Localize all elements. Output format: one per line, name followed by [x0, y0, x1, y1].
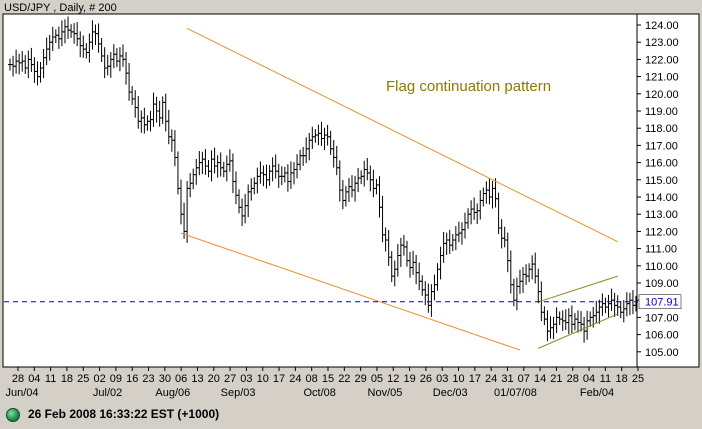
x-day-label: 08 [306, 373, 318, 385]
x-day-label: 16 [126, 373, 138, 385]
x-day-label: 30 [159, 373, 171, 385]
x-day-label: 03 [436, 373, 448, 385]
x-day-label: 07 [518, 373, 530, 385]
y-tick-label: 110.00 [645, 261, 678, 273]
x-month-label: 01/07/08 [494, 387, 537, 399]
x-day-label: 19 [403, 373, 415, 385]
x-day-label: 29 [355, 373, 367, 385]
x-day-label: 20 [208, 373, 220, 385]
x-month-label: Oct/08 [303, 387, 335, 399]
x-day-label: 10 [452, 373, 464, 385]
price-bars [8, 16, 638, 343]
price-chart[interactable]: USD/JPY , Daily, # 200 Flag continuation… [0, 0, 702, 400]
x-day-label: 22 [338, 373, 350, 385]
x-day-label: 11 [45, 373, 56, 385]
x-day-label: 11 [600, 373, 611, 385]
current-price-label: 107.91 [645, 297, 679, 309]
x-day-label: 26 [420, 373, 432, 385]
y-tick-label: 119.00 [645, 106, 678, 118]
x-day-label: 25 [77, 373, 89, 385]
x-day-label: 17 [469, 373, 481, 385]
x-day-label: 12 [387, 373, 399, 385]
flag-upper-line [538, 275, 618, 303]
plot-area [2, 13, 638, 368]
y-tick-label: 106.00 [645, 330, 679, 342]
x-axis: 28 04 11 18 25 02 09 16 23 30 06 13 20 27 03 10 17 24 08 15… [5, 367, 644, 399]
x-month-label: Jul/02 [93, 387, 122, 399]
x-day-label: 02 [93, 373, 105, 385]
x-day-label: 10 [257, 373, 269, 385]
x-day-label: 17 [273, 373, 285, 385]
y-axis: 105.00 106.00 107.00 109.00 110.00 111.00 112.… [637, 20, 682, 359]
x-day-label: 21 [550, 373, 562, 385]
x-day-label: 14 [534, 373, 546, 385]
x-day-label: 05 [371, 373, 383, 385]
upper-channel-line [186, 27, 618, 243]
y-tick-label: 116.00 [645, 158, 678, 170]
x-day-label: 18 [616, 373, 628, 385]
y-tick-label: 121.00 [645, 72, 679, 84]
y-tick-label: 114.00 [645, 192, 678, 204]
y-tick-label: 118.00 [645, 123, 678, 135]
x-month-label: Sep/03 [221, 387, 256, 399]
y-tick-label: 113.00 [645, 209, 678, 221]
y-tick-label: 124.00 [645, 20, 679, 32]
x-day-label: 25 [632, 373, 644, 385]
x-day-label: 03 [240, 373, 252, 385]
chart-title: USD/JPY , Daily, # 200 [4, 2, 117, 14]
x-day-label: 09 [110, 373, 122, 385]
status-bar: 26 Feb 2008 16:33:22 EST (+1000) [0, 400, 702, 429]
y-tick-label: 112.00 [645, 226, 678, 238]
y-tick-label: 120.00 [645, 89, 679, 101]
x-day-label: 28 [12, 373, 24, 385]
y-tick-label: 111.00 [645, 244, 677, 256]
x-month-label: Dec/03 [433, 387, 468, 399]
y-tick-label: 107.00 [645, 312, 679, 324]
x-day-label: 04 [28, 373, 40, 385]
lower-channel-line [180, 232, 521, 351]
x-day-label: 15 [322, 373, 334, 385]
x-day-label: 06 [175, 373, 187, 385]
x-day-label: 27 [224, 373, 236, 385]
pattern-annotation: Flag continuation pattern [386, 78, 551, 95]
x-day-label: 24 [289, 373, 301, 385]
x-month-label: Aug/06 [155, 387, 190, 399]
trend-lines [4, 27, 637, 351]
x-day-label: 23 [142, 373, 154, 385]
x-day-label: 28 [567, 373, 579, 385]
x-day-label: 18 [61, 373, 73, 385]
y-tick-label: 105.00 [645, 347, 679, 359]
x-day-label: 04 [583, 373, 595, 385]
x-day-label: 13 [191, 373, 203, 385]
x-month-label: Jun/04 [5, 387, 38, 399]
y-tick-label: 122.00 [645, 54, 679, 66]
x-month-label: Nov/05 [368, 387, 403, 399]
flag-lower-line [538, 313, 618, 349]
x-day-label: 31 [501, 373, 513, 385]
x-month-label: Feb/04 [580, 387, 614, 399]
y-tick-label: 123.00 [645, 37, 679, 49]
y-tick-label: 117.00 [645, 140, 678, 152]
current-price-tag [638, 294, 682, 309]
y-tick-label: 109.00 [645, 278, 679, 290]
green-status-light-icon [6, 408, 20, 422]
x-day-label: 24 [485, 373, 497, 385]
y-tick-label: 115.00 [645, 175, 678, 187]
status-datetime: 26 Feb 2008 16:33:22 EST (+1000) [28, 407, 220, 421]
